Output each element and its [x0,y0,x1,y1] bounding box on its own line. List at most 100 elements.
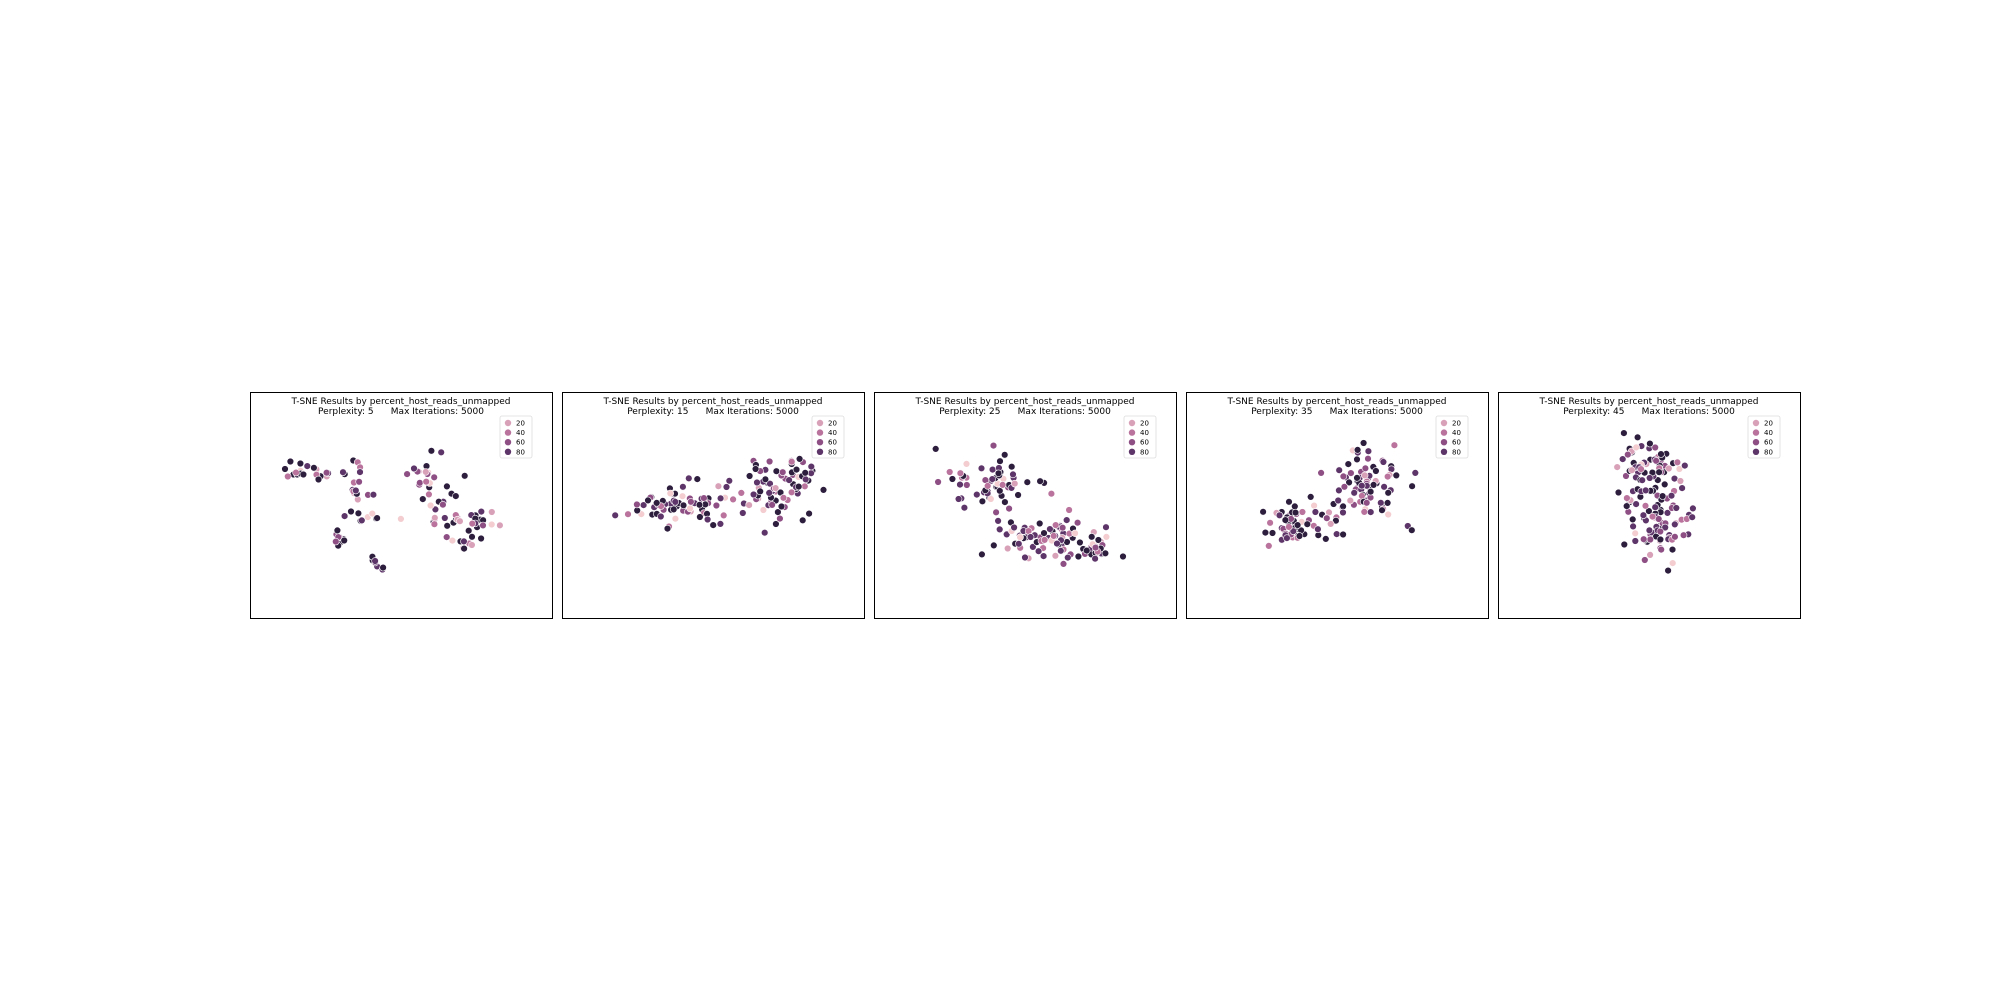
scatter-point [1622,472,1630,480]
scatter-point [1119,552,1127,561]
scatter-point [1058,523,1067,532]
scatter-point [994,469,1003,477]
scatter-point [1628,466,1636,474]
scatter-point [443,482,451,491]
scatter-point [657,512,665,521]
scatter-point [751,465,760,473]
scatter-point [1673,458,1682,466]
legend-swatch [1128,448,1136,455]
scatter-point [1298,508,1307,516]
scatter-point [777,502,786,511]
scatter-point [1377,499,1385,507]
scatter-point [427,447,436,455]
scatter-point [1047,490,1056,498]
legend-label: 60 [828,439,837,447]
scatter-point [1671,533,1679,541]
scatter-point [1314,525,1322,533]
legend-label: 40 [1764,429,1773,437]
legend-swatch [1752,419,1760,427]
scatter-point [1265,542,1273,550]
scatter-point [624,510,632,518]
scatter-point [1383,499,1392,507]
scatter-point [1651,443,1659,452]
scatter-point [1059,560,1068,568]
scatter-point [1688,513,1696,521]
scatter-point [373,514,381,522]
scatter-point [460,537,468,546]
legend-swatch [1440,448,1448,455]
scatter-point [761,475,770,483]
scatter-point [994,517,1002,525]
scatter-point [1339,472,1348,481]
scatter-point [931,445,940,453]
scatter-point [1656,527,1665,536]
scatter-point [1361,464,1370,472]
scatter-point [1007,463,1016,471]
scatter-point [978,497,987,505]
scatter-point [794,482,803,491]
scatter-point [332,537,340,546]
legend-label: 20 [1764,420,1773,428]
scatter-point [286,457,295,466]
legend-label: 40 [828,429,837,437]
scatter-point [1053,539,1061,548]
scatter-point [1646,535,1655,544]
scatter-point [1326,520,1335,528]
scatter-point [1366,488,1375,496]
scatter-point [1040,529,1048,537]
scatter-point [977,464,986,472]
scatter-point [1306,493,1315,501]
scatter-point [1091,543,1100,552]
legend-label: 20 [1452,420,1461,428]
scatter-point [322,469,331,477]
scatter-point [1645,507,1653,515]
legend-label: 20 [828,420,837,428]
scatter-point [745,472,754,480]
scatter-point [431,505,440,514]
scatter-point [1383,472,1392,481]
scatter-point [990,541,998,550]
scatter-point [1051,521,1060,529]
scatter-point [772,520,780,528]
scatter-point [1411,469,1420,477]
scatter-point [948,475,957,483]
scatter-point [1268,529,1277,537]
scatter-point [1283,534,1291,542]
scatter-point [1014,491,1022,499]
scatter-point [284,472,292,481]
scatter-point [1101,549,1110,557]
scatter-point [1076,538,1084,547]
scatter-point [1661,523,1669,532]
scatter-point [1094,536,1103,544]
scatter-point [785,476,793,484]
scatter-point [1005,504,1013,513]
scatter-point [996,487,1004,495]
scatter-point [1651,503,1659,511]
scatter-point [355,478,363,486]
scatter-point [1311,508,1320,516]
scatter-point [1026,533,1035,541]
scatter-point [299,470,308,479]
scatter-point [1618,455,1627,463]
scatter-point [333,526,342,535]
scatter-point [477,534,485,543]
scatter-point [347,507,355,516]
scatter-point [292,468,300,477]
scatter-point [695,501,704,509]
scatter-point [354,509,363,517]
scatter-point [303,462,311,470]
scatter-point [1379,458,1388,466]
scatter-point [1091,554,1099,563]
scatter-point [1671,520,1679,529]
scatter-point [488,508,496,516]
scatter-point [1380,483,1388,491]
scatter-point [1266,519,1274,527]
scatter-point [1639,535,1648,543]
scatter-point [1663,509,1672,517]
legend-swatch [504,429,512,436]
scatter-point [712,501,721,510]
scatter-point [448,536,457,545]
panel-title: T-SNE Results by percent_host_reads_unma… [1227,397,1447,407]
scatter-point [687,498,695,506]
